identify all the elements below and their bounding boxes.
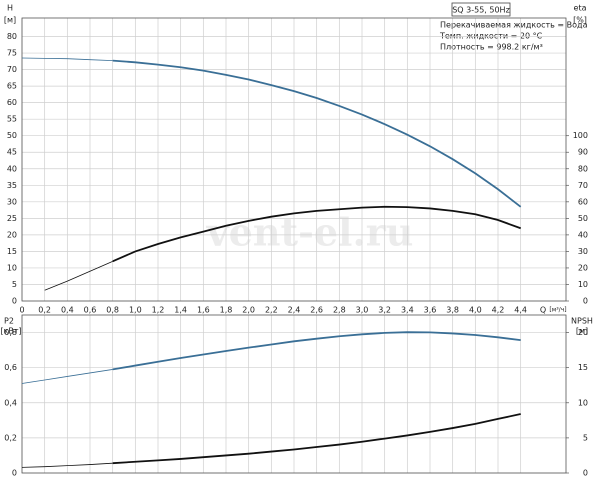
x-tick-label: 2,6: [310, 306, 323, 315]
annotation: Темп. жидкости = 20 °C: [439, 32, 543, 41]
y2-tick-label: 70: [578, 181, 588, 190]
y2-tick-label: 0: [583, 469, 588, 478]
y-tick-label: 10: [7, 263, 17, 272]
y2-tick-label: 10: [578, 280, 588, 289]
plot-frame: [21, 17, 567, 302]
y-tick-label: 75: [7, 49, 17, 58]
curve: [112, 59, 522, 208]
curve: [112, 331, 521, 371]
y-tick-label: 15: [7, 247, 17, 256]
y-tick-label: 45: [7, 148, 17, 157]
x-tick-label: 3,6: [424, 306, 437, 315]
watermark: vent-el.ru: [206, 210, 414, 255]
y-tick-label: 25: [7, 214, 17, 223]
y2-tick-label: 0: [583, 297, 588, 306]
y-tick-label: 70: [7, 65, 17, 74]
x-axis-unit: [м³/ч]: [549, 307, 566, 314]
y-axis-unit: [м]: [4, 16, 16, 25]
y-tick-label: 0,4: [4, 398, 17, 407]
y-axis-label: H: [7, 4, 13, 13]
plot-frame: [21, 314, 567, 474]
y2-tick-label: 60: [578, 197, 588, 206]
annotation: Перекачиваемая жидкость = Вода: [440, 21, 588, 30]
x-tick-label: 0,6: [84, 306, 97, 315]
y2-tick-label: 50: [578, 214, 588, 223]
x-tick-label: 1,2: [152, 306, 165, 315]
y-tick-label: 30: [7, 197, 17, 206]
y-tick-label: 5: [12, 280, 17, 289]
y-tick-label: 40: [7, 164, 17, 173]
y2-axis-label: NPSH: [571, 317, 593, 326]
x-tick-label: 4,2: [492, 306, 505, 315]
x-tick-label: 4,0: [469, 306, 482, 315]
y-axis-unit: [кВт]: [0, 327, 21, 336]
curve: [112, 205, 521, 263]
model: SQ 3-55, 50Hz: [452, 6, 510, 15]
x-tick-label: 0,8: [106, 306, 119, 315]
y2-tick-label: 10: [578, 398, 588, 407]
curve: [112, 413, 521, 465]
curve-thin: [21, 57, 113, 62]
y2-tick-label: 40: [578, 230, 588, 239]
x-tick-label: 0,4: [61, 306, 74, 315]
y-tick-label: 55: [7, 115, 17, 124]
x-tick-label: 1,6: [197, 306, 210, 315]
y-tick-label: 65: [7, 82, 17, 91]
y-tick-label: 50: [7, 131, 17, 140]
y2-tick-label: 80: [578, 164, 588, 173]
y-tick-label: 80: [7, 32, 17, 41]
y2-tick-label: 20: [578, 328, 588, 337]
x-tick-label: 3,2: [378, 306, 391, 315]
y-tick-label: 0: [12, 297, 17, 306]
curve-thin: [21, 369, 113, 384]
y-tick-label: 0,8: [4, 328, 17, 337]
y-tick-label: 35: [7, 181, 17, 190]
x-tick-label: 2,4: [288, 306, 301, 315]
y2-axis-unit: [м]: [576, 327, 588, 336]
x-tick-label: 1,0: [129, 306, 142, 315]
x-tick-label: 3,0: [356, 306, 369, 315]
curve-thin: [21, 462, 113, 468]
y2-tick-label: 30: [578, 247, 588, 256]
y-tick-label: 0,6: [4, 363, 17, 372]
y-tick-label: 60: [7, 98, 17, 107]
model-box: [451, 2, 511, 17]
y2-tick-label: 20: [578, 263, 588, 272]
y-tick-label: 0,2: [4, 433, 17, 442]
curve-thin: [44, 260, 113, 291]
y2-tick-label: 5: [583, 433, 588, 442]
y2-axis-unit: [%]: [573, 16, 587, 25]
x-tick-label: 2,2: [265, 306, 278, 315]
x-tick-label: 0,2: [38, 306, 51, 315]
x-tick-label: 0: [19, 306, 24, 315]
y-tick-label: 0: [12, 469, 17, 478]
y2-axis-label: eta: [574, 4, 587, 13]
x-tick-label: 4,4: [514, 306, 527, 315]
x-tick-label: 2,8: [333, 306, 346, 315]
y-tick-label: 20: [7, 230, 17, 239]
y2-tick-label: 15: [578, 363, 588, 372]
x-tick-label: 3,4: [401, 306, 414, 315]
y2-tick-label: 100: [573, 131, 588, 140]
x-tick-label: 2,0: [242, 306, 255, 315]
y2-tick-label: 90: [578, 148, 588, 157]
y-axis-label: P2: [4, 317, 14, 326]
x-axis-label: Q: [540, 306, 546, 315]
x-tick-label: 1,8: [220, 306, 233, 315]
annotation: Плотность = 998.2 кг/м³: [440, 43, 543, 52]
x-tick-label: 3,8: [446, 306, 459, 315]
x-tick-label: 1,4: [174, 306, 187, 315]
